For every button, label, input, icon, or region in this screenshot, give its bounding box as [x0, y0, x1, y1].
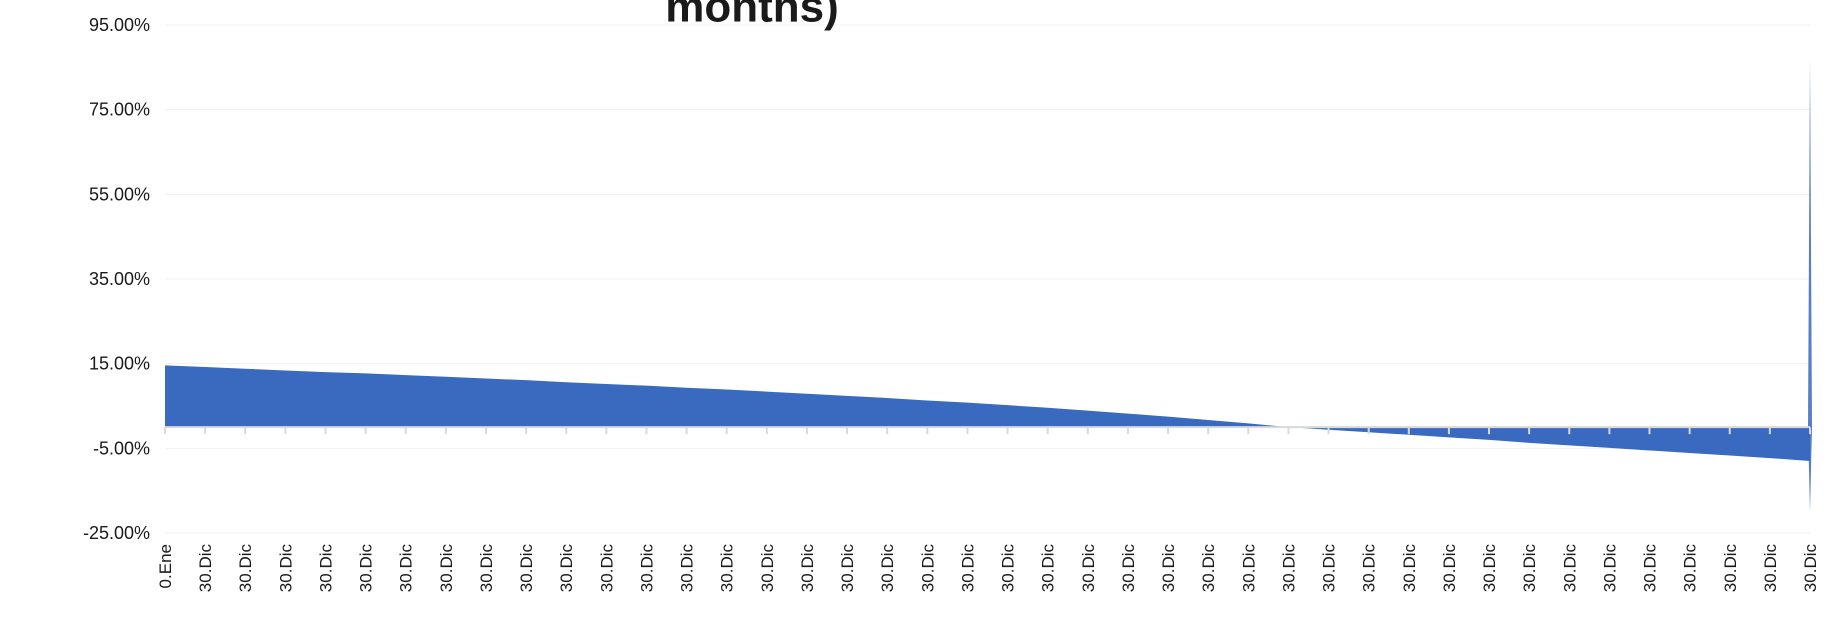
x-tick-label: 30.Dic: [1039, 544, 1058, 593]
x-tick-label: 30.Dic: [1199, 544, 1218, 593]
x-tick-label: 30.Dic: [1801, 544, 1820, 593]
x-tick-label: 30.Dic: [958, 544, 977, 593]
x-tick-label: 30.Dic: [878, 544, 897, 593]
x-tick-label: 30.Dic: [999, 544, 1018, 593]
x-tick-label: 30.Dic: [1480, 544, 1499, 593]
x-tick-label: 30.Dic: [1681, 544, 1700, 593]
area-spike: [1808, 58, 1812, 512]
y-tick-label: 15.00%: [89, 354, 150, 374]
x-tick-label: 30.Dic: [838, 544, 857, 593]
y-tick-label: 75.00%: [89, 100, 150, 120]
x-tick-label: 30.Dic: [678, 544, 697, 593]
y-tick-label: -25.00%: [83, 523, 150, 543]
x-tick-label: 30.Dic: [1721, 544, 1740, 593]
y-tick-label: 95.00%: [89, 15, 150, 35]
x-tick-label: 30.Dic: [1641, 544, 1660, 593]
axis-layer: [164, 426, 1811, 435]
area-series: [165, 365, 1810, 462]
y-tick-label: 55.00%: [89, 184, 150, 204]
x-tick-label: 30.Dic: [1360, 544, 1379, 593]
x-tick-label: 30.Dic: [1279, 544, 1298, 593]
x-tick-label: 30.Dic: [1600, 544, 1619, 593]
x-tick-label: 30.Dic: [1119, 544, 1138, 593]
area-layer: [165, 58, 1812, 512]
x-tick-label: 0.Ene: [156, 544, 175, 588]
x-tick-label: 30.Dic: [1159, 544, 1178, 593]
x-tick-labels: 0.Ene 30.Dic 30.Dic 30.Dic 30.Dic 30.Dic 30.Di…: [156, 544, 1820, 593]
x-tick-label: 30.Dic: [718, 544, 737, 593]
x-tick-label: 30.Dic: [517, 544, 536, 593]
x-tick-label: 30.Dic: [1239, 544, 1258, 593]
y-tick-labels: 95.00% 75.00% 55.00% 35.00% 15.00% -5.00% -25.…: [83, 15, 150, 543]
x-tick-label: 30.Dic: [316, 544, 335, 593]
x-tick-label: 30.Dic: [637, 544, 656, 593]
x-tick-label: 30.Dic: [1400, 544, 1419, 593]
x-tick-label: 30.Dic: [1320, 544, 1339, 593]
x-tick-label: 30.Dic: [276, 544, 295, 593]
grid-layer: [165, 24, 1810, 534]
x-tick-label: 30.Dic: [357, 544, 376, 593]
x-tick-label: 30.Dic: [798, 544, 817, 593]
x-tick-label: 30.Dic: [477, 544, 496, 593]
x-tick-label: 30.Dic: [437, 544, 456, 593]
x-tick-label: 30.Dic: [236, 544, 255, 593]
x-tick-label: 30.Dic: [597, 544, 616, 593]
chart-title: months): [665, 0, 839, 32]
x-tick-label: 30.Dic: [196, 544, 215, 593]
x-tick-label: 30.Dic: [758, 544, 777, 593]
x-tick-label: 30.Dic: [1761, 544, 1780, 593]
x-tick-label: 30.Dic: [1079, 544, 1098, 593]
y-tick-label: -5.00%: [93, 438, 150, 458]
x-tick-label: 30.Dic: [1440, 544, 1459, 593]
x-tick-label: 30.Dic: [397, 544, 416, 593]
x-tick-label: 30.Dic: [557, 544, 576, 593]
x-tick-label: 30.Dic: [1520, 544, 1539, 593]
x-tick-label: 30.Dic: [918, 544, 937, 593]
y-tick-label: 35.00%: [89, 269, 150, 289]
x-tick-label: 30.Dic: [1560, 544, 1579, 593]
